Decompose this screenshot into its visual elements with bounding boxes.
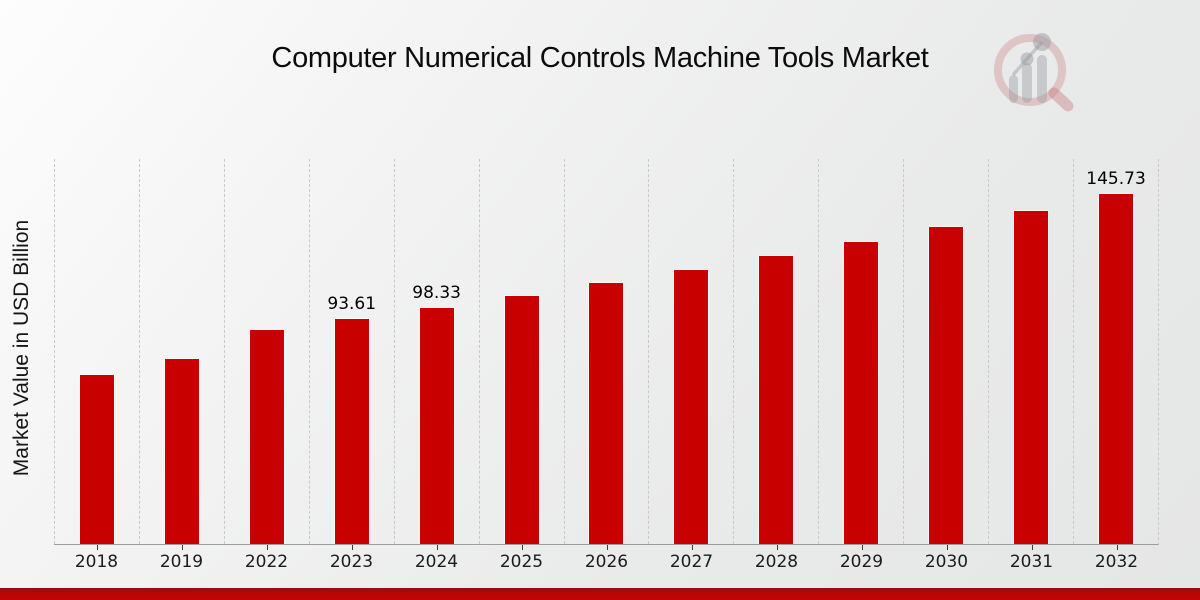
x-tick-label: 2031: [1009, 552, 1054, 572]
x-tick-label: 2023: [329, 552, 374, 572]
bar-2032: [1099, 194, 1134, 544]
x-tick-cell: 2029: [819, 545, 904, 575]
y-axis-label: Market Value in USD Billion: [10, 219, 33, 477]
bar-2018: [79, 375, 114, 544]
plot-area: 93.61 98.33 145.73: [54, 159, 1159, 545]
category-cell: [138, 159, 224, 544]
bar-value-label: 93.61: [327, 294, 377, 314]
bar-2027: [674, 270, 709, 544]
x-tick-mark: [266, 545, 268, 550]
x-tick-mark: [181, 545, 183, 550]
bar-2022: [249, 330, 284, 544]
x-tick-mark: [96, 545, 98, 550]
x-tick-label: 2018: [74, 552, 119, 572]
x-tick-cell: 2032: [1074, 545, 1159, 575]
x-tick-cell: 2028: [734, 545, 819, 575]
category-cell: [223, 159, 309, 544]
bar-2031: [1014, 211, 1049, 544]
footer-accent-bar: [0, 588, 1200, 600]
x-tick-label: 2030: [924, 552, 969, 572]
x-tick-label: 2029: [839, 552, 884, 572]
x-tick-cell: 2022: [224, 545, 309, 575]
bar-2028: [759, 256, 794, 544]
bar-2019: [164, 359, 199, 544]
category-cell: [478, 159, 564, 544]
category-cell: [563, 159, 649, 544]
x-tick-cell: 2019: [139, 545, 224, 575]
x-tick-cell: 2031: [989, 545, 1074, 575]
x-tick-cell: 2027: [649, 545, 734, 575]
x-tick-cell: 2024: [394, 545, 479, 575]
category-cell: 98.33: [393, 159, 479, 544]
x-tick-cell: 2030: [904, 545, 989, 575]
magnifier-bar-chart-logo-icon: [994, 33, 1074, 112]
x-tick-mark: [521, 545, 523, 550]
category-cell: [54, 159, 139, 544]
x-tick-cell: 2025: [479, 545, 564, 575]
category-cell: 93.61: [308, 159, 394, 544]
bar-2029: [844, 242, 879, 544]
x-tick-mark: [1031, 545, 1033, 550]
x-tick-mark: [351, 545, 353, 550]
chart-title: Computer Numerical Controls Machine Tool…: [271, 42, 929, 74]
category-cell: [818, 159, 903, 544]
bar-2030: [929, 227, 964, 544]
bar-2024: [419, 308, 454, 544]
category-cell: [733, 159, 818, 544]
x-tick-label: 2019: [159, 552, 204, 572]
bar-value-label: 98.33: [412, 283, 461, 303]
x-tick-cell: 2018: [54, 545, 139, 575]
x-tick-mark: [436, 545, 438, 550]
x-tick-mark: [861, 545, 863, 550]
bar-2025: [504, 296, 539, 544]
bar-2023: [334, 319, 369, 544]
x-axis: 2018 2019 2022 2023 2024 2025 2026 2027 2028 2029…: [54, 545, 1159, 575]
x-tick-label: 2025: [499, 552, 544, 572]
x-tick-mark: [946, 545, 948, 550]
x-tick-label: 2028: [754, 552, 799, 572]
x-tick-mark: [776, 545, 778, 550]
x-tick-label: 2027: [669, 552, 714, 572]
category-cell: [903, 159, 988, 544]
category-cell: 145.73: [1073, 159, 1158, 544]
x-tick-label: 2022: [244, 552, 289, 572]
x-tick-cell: 2026: [564, 545, 649, 575]
x-tick-mark: [691, 545, 693, 550]
bar-2026: [589, 283, 624, 544]
x-tick-cell: 2023: [309, 545, 394, 575]
x-tick-mark: [606, 545, 608, 550]
bar-value-label: 145.73: [1086, 169, 1146, 189]
category-cell: [648, 159, 733, 544]
category-cell: [988, 159, 1073, 544]
x-tick-label: 2024: [414, 552, 459, 572]
x-tick-label: 2032: [1094, 552, 1139, 572]
x-tick-label: 2026: [584, 552, 629, 572]
x-tick-mark: [1116, 545, 1118, 550]
